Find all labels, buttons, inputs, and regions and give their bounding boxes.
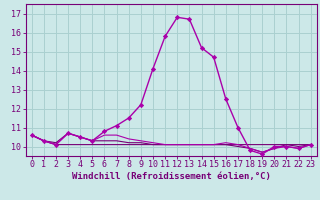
X-axis label: Windchill (Refroidissement éolien,°C): Windchill (Refroidissement éolien,°C) (72, 172, 271, 181)
